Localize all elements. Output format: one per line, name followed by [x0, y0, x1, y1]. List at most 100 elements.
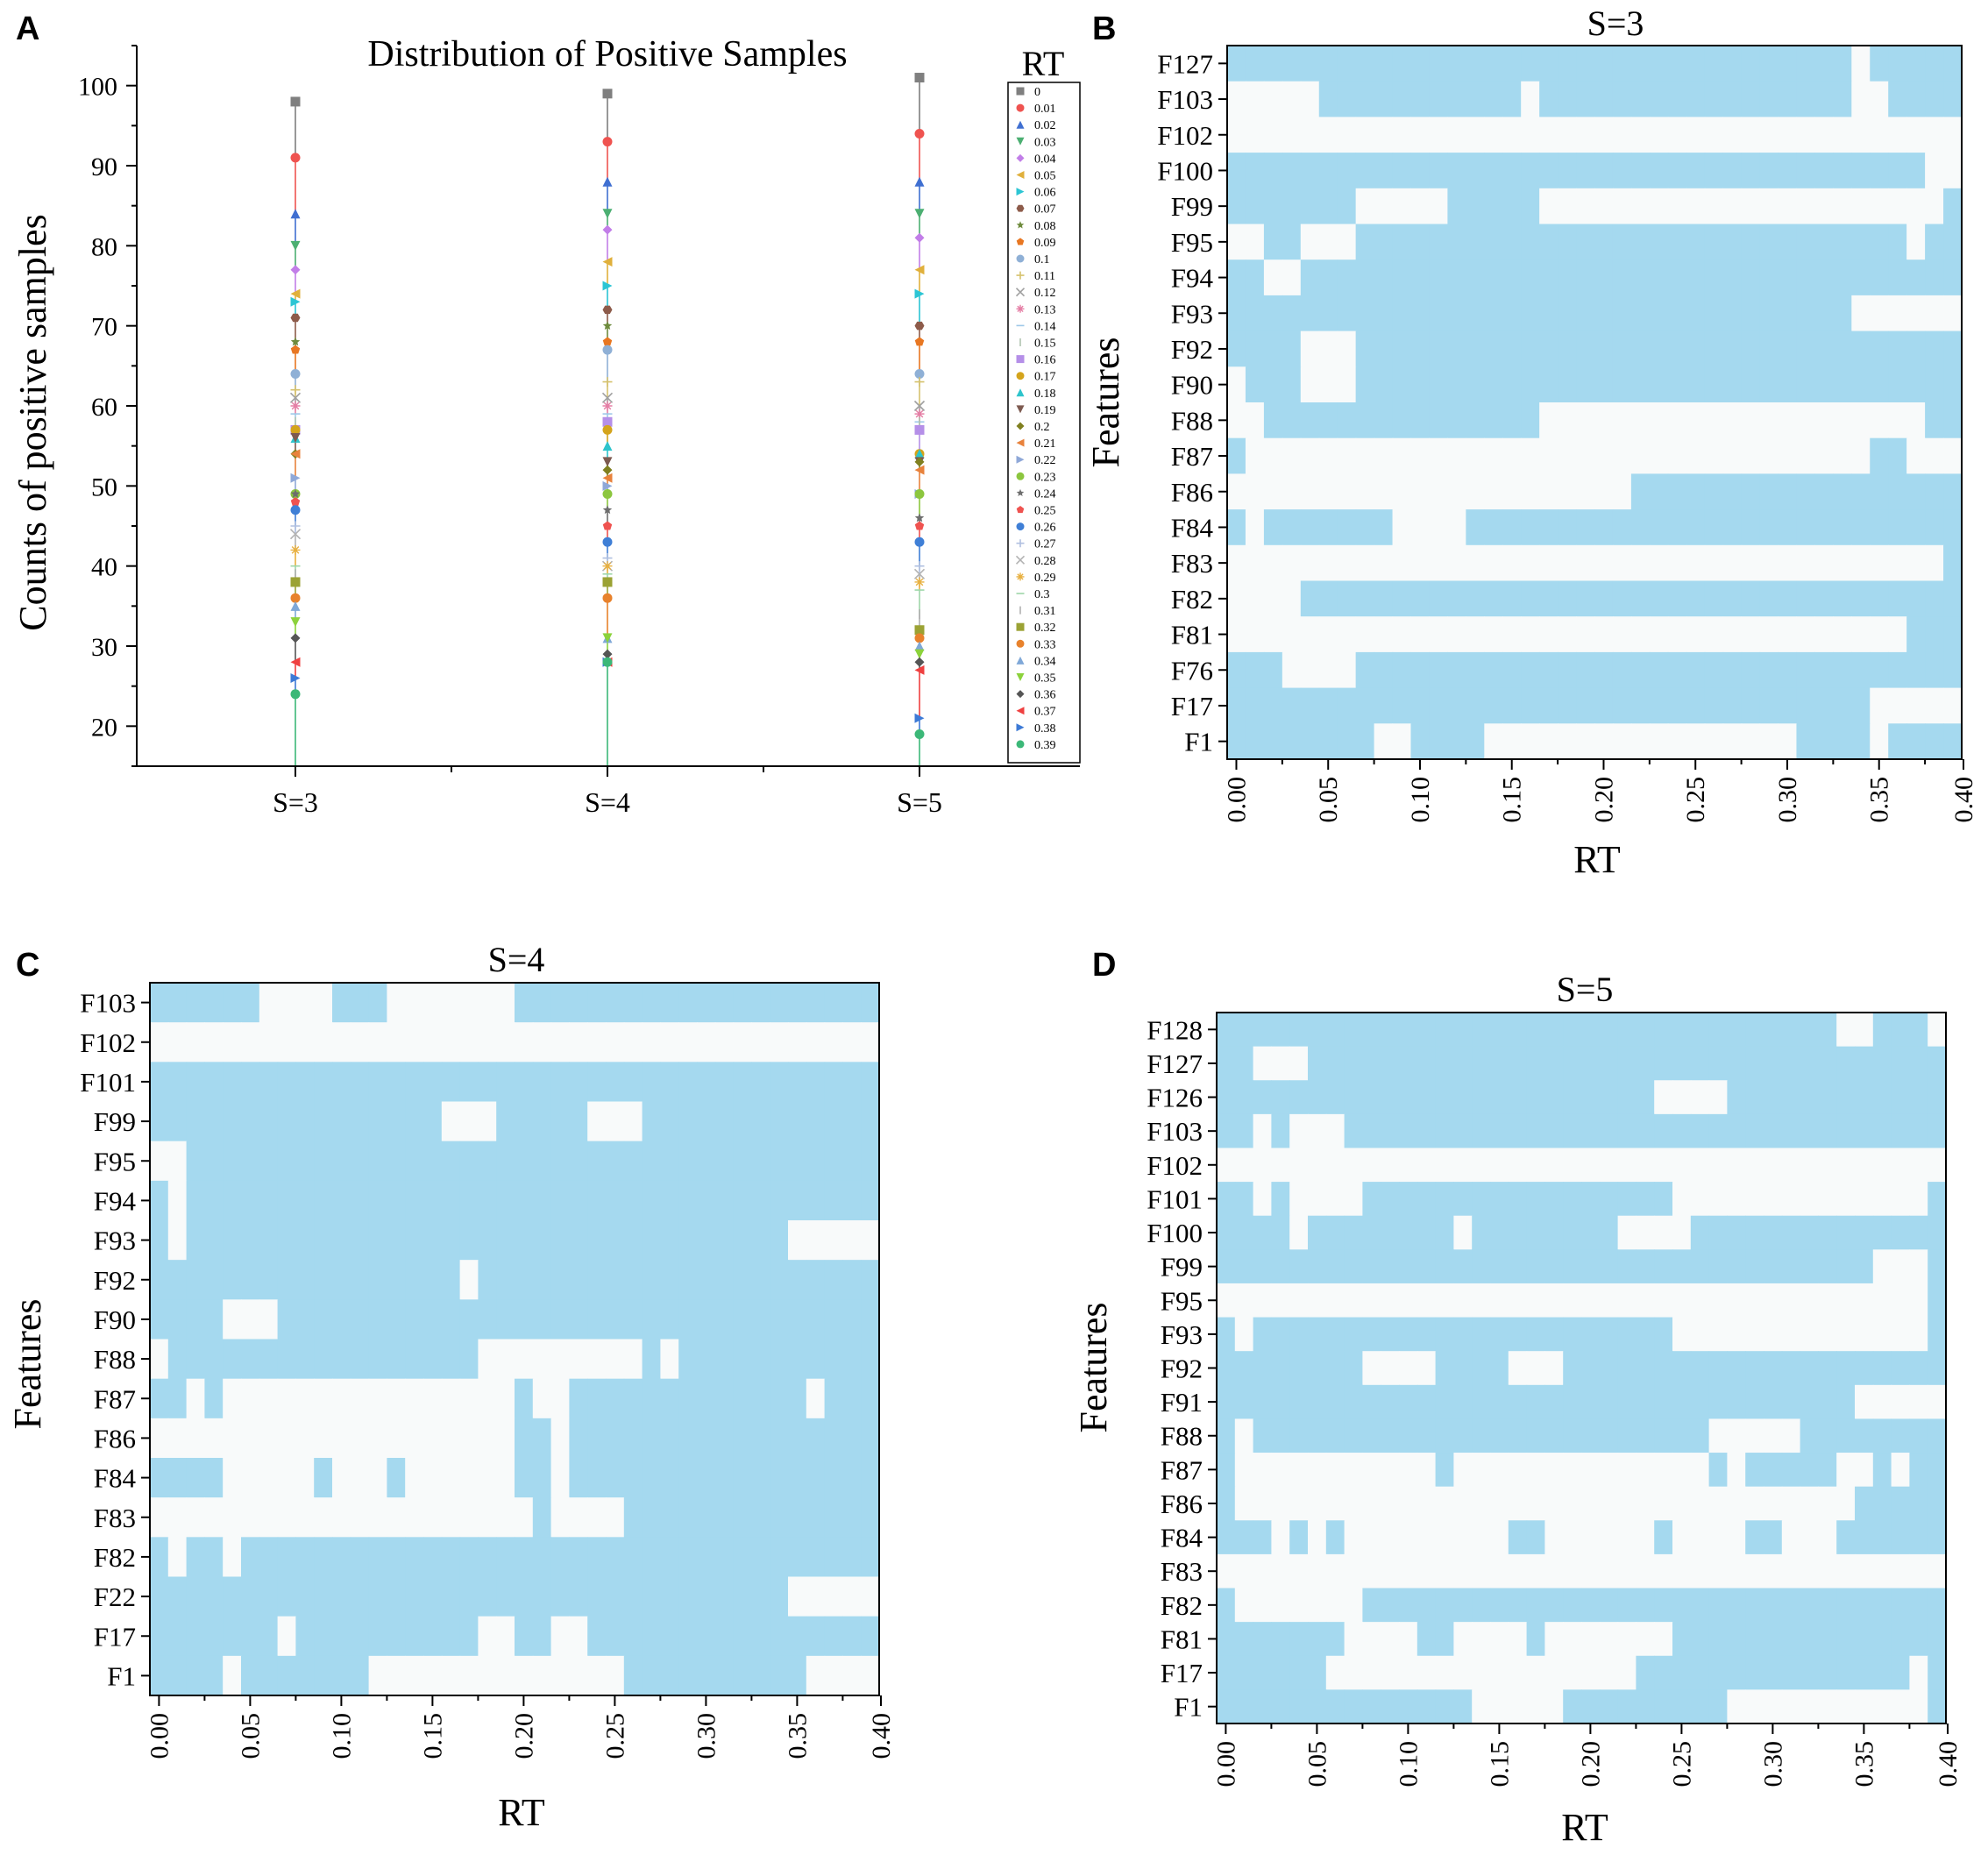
heatmap-cell-on [1759, 473, 1779, 510]
heatmap-cell-off [1778, 544, 1798, 582]
heatmap-cell-off [1447, 117, 1466, 153]
marker-circle [914, 633, 925, 643]
heatmap-cell-on [697, 1101, 716, 1142]
heatmap-cell-on [368, 1260, 387, 1300]
heatmap-cell-on [1484, 224, 1503, 260]
heatmap-cell-on [1325, 1046, 1345, 1081]
heatmap-cell-on [1325, 1249, 1345, 1284]
heatmap-cell-off [150, 1022, 169, 1063]
heatmap-cell-on [1851, 153, 1871, 189]
y-tick-label: F91 [1161, 1387, 1203, 1418]
heatmap-cell-off [1416, 1283, 1437, 1318]
heatmap-cell-on [1708, 1046, 1728, 1081]
heatmap-cell-on [186, 1062, 205, 1103]
heatmap-cell-on [1381, 1689, 1400, 1724]
heatmap-cell-on [1722, 259, 1743, 296]
heatmap-cell-on [1416, 1013, 1437, 1048]
heatmap-cell-on [806, 1101, 826, 1142]
heatmap-cell-off [223, 1418, 242, 1459]
heatmap-cell-off [1227, 544, 1246, 582]
heatmap-cell-on [1253, 1215, 1272, 1250]
x-tick-label: 0.15 [1498, 777, 1527, 823]
heatmap-cell-on [660, 1260, 679, 1300]
heatmap-cell-off [1727, 1689, 1746, 1724]
heatmap-cell-off [405, 983, 424, 1023]
x-tick-label: 0.25 [1681, 777, 1710, 823]
heatmap-cell-on [1925, 224, 1944, 260]
heatmap-cell-off [1429, 117, 1448, 153]
heatmap-cell-on [1416, 1317, 1437, 1352]
heatmap-cell-off [1263, 437, 1283, 474]
heatmap-cell-on [1263, 46, 1283, 82]
legend-entry-label: 0.24 [1034, 487, 1056, 501]
heatmap-cell-on [1778, 509, 1798, 546]
heatmap-cell-off [1337, 224, 1357, 260]
marker-triangle [290, 449, 301, 459]
heatmap-cell-off [295, 1458, 315, 1498]
heatmap-cell-on [1708, 1453, 1728, 1488]
heatmap-cell-on [1612, 366, 1632, 403]
heatmap-cell-on [1245, 723, 1265, 760]
heatmap-cell-on [1435, 1046, 1454, 1081]
heatmap-grid: F103F102F101F99F95F94F93F92F90F88F87F86F… [80, 982, 896, 1759]
heatmap-cell-off [842, 1576, 862, 1617]
heatmap-cell-on [1630, 509, 1651, 546]
heatmap-cell-on [1925, 509, 1944, 546]
heatmap-cell-on [1453, 1080, 1473, 1115]
heatmap-cell-off [496, 1022, 515, 1063]
heatmap-cell-off [1282, 580, 1302, 617]
heatmap-cell-off [550, 1655, 570, 1696]
heatmap-cell-off [314, 1418, 333, 1459]
heatmap-cell-on [1654, 1317, 1673, 1352]
heatmap-cell-off [1227, 366, 1246, 403]
heatmap-cell-off [1289, 1113, 1309, 1149]
heatmap-cell-on [368, 1141, 387, 1182]
heatmap-cell-on [1399, 1113, 1418, 1149]
heatmap-cell-on [1300, 509, 1320, 546]
heatmap-cell-off [1381, 1520, 1400, 1555]
heatmap-cell-off [1521, 117, 1540, 153]
heatmap-cell-off [1690, 1553, 1710, 1589]
heatmap-cell-on [167, 1655, 188, 1696]
heatmap-cell-off [478, 1339, 497, 1380]
heatmap-cell-on [1217, 1689, 1236, 1724]
heatmap-cell-on [1337, 81, 1357, 117]
heatmap-cell-on [1851, 330, 1871, 367]
heatmap-cell-on [806, 1616, 826, 1657]
heatmap-cell-on [405, 1141, 424, 1182]
heatmap-cell-off [1778, 437, 1798, 474]
heatmap-cell-off [295, 1378, 315, 1419]
heatmap-cell-off [1234, 1317, 1254, 1352]
heatmap-cell-on [1888, 366, 1907, 403]
heatmap-cell-on [1599, 1080, 1619, 1115]
heatmap-cell-off [1227, 224, 1246, 260]
marker-star [1016, 488, 1025, 497]
heatmap-cell-on [623, 1537, 643, 1578]
heatmap-cell-on [642, 1220, 661, 1261]
heatmap-cell-off [350, 1497, 370, 1538]
heatmap-cell-on [532, 1299, 552, 1340]
heatmap-cell-on [1544, 1013, 1564, 1048]
heatmap-cell-on [1925, 330, 1944, 367]
heatmap-cell-off [459, 983, 479, 1023]
heatmap-cell-on [1234, 1215, 1254, 1250]
heatmap-cell-on [1672, 1655, 1692, 1690]
heatmap-cell-off [1778, 723, 1798, 760]
heatmap-cell-off [1906, 224, 1926, 260]
heatmap-cell-on [824, 1339, 843, 1380]
heatmap-cell-on [1741, 473, 1761, 510]
heatmap-cell-on [1447, 330, 1466, 367]
heatmap-cell-on [1909, 1351, 1928, 1386]
heatmap-cell-on [697, 1458, 716, 1498]
heatmap-cell-on [770, 1616, 789, 1657]
legend-entry-label: 0.15 [1034, 338, 1056, 351]
heatmap-cell-off [1563, 1520, 1582, 1555]
heatmap-cell-on [788, 1655, 807, 1696]
heatmap-cell-on [678, 1497, 698, 1538]
heatmap-cell-on [1416, 1113, 1437, 1149]
heatmap-cell-on [1833, 473, 1852, 510]
heatmap-cell-on [1814, 46, 1834, 82]
heatmap-cell-on [314, 1339, 333, 1380]
heatmap-cell-on [697, 1339, 716, 1380]
heatmap-cell-on [697, 1299, 716, 1340]
